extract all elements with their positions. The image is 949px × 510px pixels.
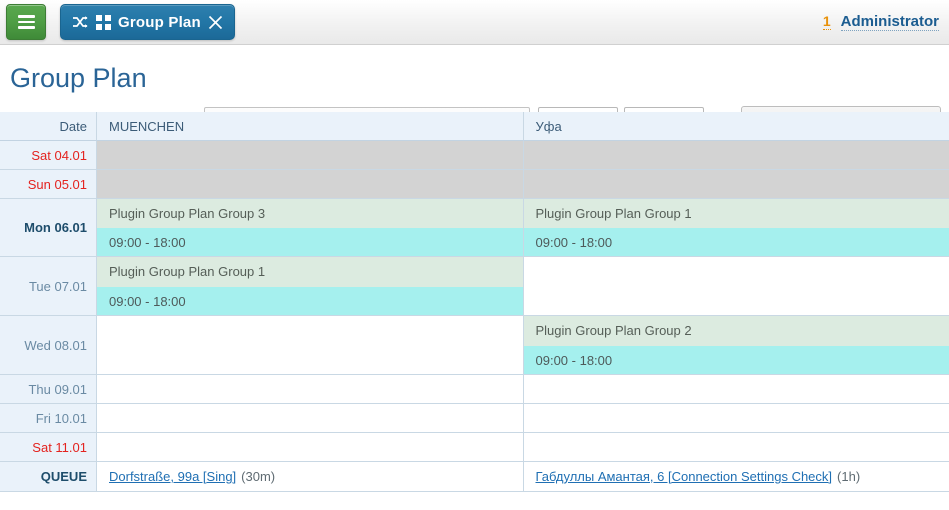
queue-item-duration: (1h) [837,469,861,484]
notification-count[interactable]: 1 [822,13,831,30]
event-title[interactable]: Plugin Group Plan Group 1 [523,199,949,228]
cell-event: Plugin Group Plan Group 2 09:00 - 18:00 [523,316,949,375]
cell-empty[interactable] [97,316,524,375]
top-bar: Group Plan 1 Administrator [0,0,949,45]
table-row: Wed 08.01 Plugin Group Plan Group 2 09:00 … [0,316,949,375]
tab-group-plan[interactable]: Group Plan [60,4,235,40]
user-area: 1 Administrator [822,13,939,31]
table-row: Thu 09.01 [0,375,949,404]
table-row: Fri 10.01 [0,404,949,433]
event-time[interactable]: 09:00 - 18:00 [523,345,949,374]
row-date-label: Sat 11.01 [0,433,97,462]
toolbar: Group Plan Board: Group Plan Board 04.01… [0,45,949,140]
cell-blocked [523,170,949,199]
cell-blocked [97,170,524,199]
column-header-ufa: Уфа [523,112,949,141]
event-title[interactable]: Plugin Group Plan Group 2 [523,316,949,346]
event-time[interactable]: 09:00 - 18:00 [97,228,523,256]
cell-event: Plugin Group Plan Group 1 09:00 - 18:00 [97,257,524,316]
cell-queue: Dorfstraße, 99a [Sing] (30m) [97,462,524,492]
cell-empty[interactable] [523,433,949,462]
row-date-label: Tue 07.01 [0,257,97,316]
table-row: QUEUE Dorfstraße, 99a [Sing] (30m) Габдуллы… [0,462,949,492]
table-row: Tue 07.01 Plugin Group Plan Group 1 09:00 … [0,257,949,316]
column-header-muenchen: MUENCHEN [97,112,524,141]
close-icon[interactable] [208,15,223,30]
cell-blocked [97,141,524,170]
queue-item-link[interactable]: Dorfstraße, 99a [Sing] [109,469,237,484]
hamburger-icon [17,12,35,32]
row-date-label: Sat 04.01 [0,141,97,170]
row-date-label: QUEUE [0,462,97,492]
row-date-label: Thu 09.01 [0,375,97,404]
table-row: Sun 05.01 [0,170,949,199]
tab-label: Group Plan [118,13,201,31]
row-date-label: Fri 10.01 [0,404,97,433]
grid-header-row: Date MUENCHEN Уфа [0,112,949,141]
event-title[interactable]: Plugin Group Plan Group 3 [97,199,523,228]
queue-item-link[interactable]: Габдуллы Амантая, 6 [Connection Settings… [535,469,833,484]
user-name-link[interactable]: Administrator [840,13,939,31]
event-time[interactable]: 09:00 - 18:00 [523,228,949,256]
cell-empty[interactable] [523,257,949,316]
cell-empty[interactable] [97,433,524,462]
queue-item-duration: (30m) [241,469,276,484]
row-date-label: Sun 05.01 [0,170,97,199]
table-row: Sat 04.01 [0,141,949,170]
event-time[interactable]: 09:00 - 18:00 [97,286,523,315]
grid-bottom-spacer [0,492,949,507]
hamburger-menu-button[interactable] [6,4,46,40]
cell-empty[interactable] [523,404,949,433]
cell-blocked [523,141,949,170]
row-date-label: Wed 08.01 [0,316,97,375]
cell-empty[interactable] [97,375,524,404]
grid-icon [96,14,111,30]
shuffle-icon [72,15,89,29]
cell-empty[interactable] [97,404,524,433]
event-title[interactable]: Plugin Group Plan Group 1 [97,257,523,287]
page-title: Group Plan [10,63,147,93]
cell-empty[interactable] [523,375,949,404]
group-plan-grid: Date MUENCHEN Уфа Sat 04.01 Sun 05.01 Mon … [0,112,949,492]
table-row: Mon 06.01 Plugin Group Plan Group 3 09:00 … [0,199,949,257]
row-date-label: Mon 06.01 [0,199,97,257]
cell-event: Plugin Group Plan Group 3 09:00 - 18:00 [97,199,524,257]
column-header-date: Date [0,112,97,141]
cell-queue: Габдуллы Амантая, 6 [Connection Settings… [523,462,949,492]
cell-event: Plugin Group Plan Group 1 09:00 - 18:00 [523,199,949,257]
table-row: Sat 11.01 [0,433,949,462]
